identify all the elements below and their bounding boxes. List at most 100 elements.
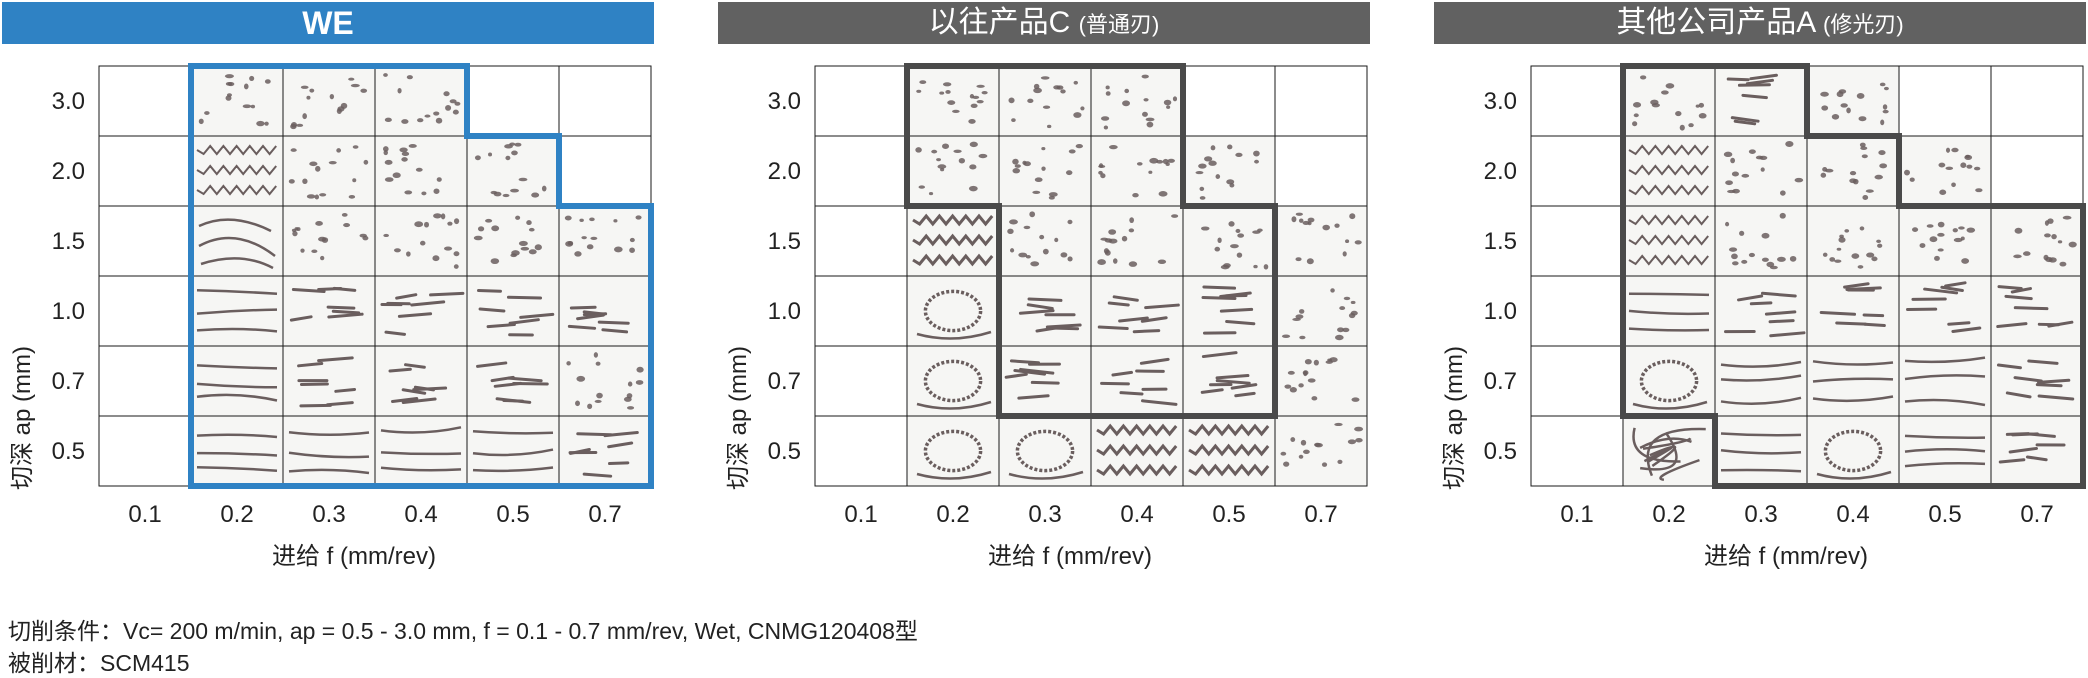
chip-mark <box>1339 306 1345 310</box>
chip-mark <box>1122 236 1127 242</box>
chip-mark <box>594 352 598 358</box>
grid-cell <box>1899 66 1991 136</box>
chip-mark <box>1751 303 1771 304</box>
chip-mark <box>352 178 356 182</box>
chip-mark <box>1142 75 1149 79</box>
chip-mark <box>1954 238 1963 242</box>
chip-mark <box>1866 189 1874 192</box>
chip-mark <box>1930 236 1938 242</box>
chip-mark <box>1839 235 1844 238</box>
chip-mark <box>2059 262 2066 267</box>
chip-mark <box>2015 308 2047 309</box>
chip-mark <box>1875 175 1883 180</box>
chip-mark <box>1098 165 1105 168</box>
chip-mark <box>1821 173 1827 178</box>
chip-mark <box>636 367 643 373</box>
chip-mark <box>485 219 492 223</box>
chip-mark <box>971 104 978 108</box>
chip-mark <box>1837 248 1842 251</box>
chip-mark <box>307 194 316 198</box>
grid-cell <box>559 66 651 136</box>
chip-mark <box>315 195 319 200</box>
chip-mark <box>409 144 417 148</box>
chip-mark <box>1344 297 1350 300</box>
chip-mark <box>399 148 407 153</box>
chip-mark <box>1937 233 1944 237</box>
chip-mark <box>1938 163 1945 168</box>
grid-cell <box>283 276 375 346</box>
grid-cell <box>815 136 907 206</box>
chip-mark <box>1164 100 1171 106</box>
chip-mark <box>2049 257 2057 262</box>
chip-mark <box>970 142 978 147</box>
grid-cell <box>1807 206 1899 276</box>
chip-mark <box>1910 178 1915 182</box>
chip-mark <box>336 148 341 152</box>
chip-mark <box>1229 183 1234 187</box>
chip-mark <box>1860 226 1865 230</box>
chip-mark <box>478 226 484 231</box>
chip-mark <box>445 105 451 111</box>
chip-mark <box>454 251 460 256</box>
chip-mark <box>1699 103 1704 108</box>
y-tick-label: 0.5 <box>768 438 801 465</box>
grid-cell <box>1531 206 1623 276</box>
chip-mark <box>1749 149 1756 154</box>
chip-mark <box>578 434 611 435</box>
chip-mark <box>587 244 594 249</box>
chip-mark <box>1076 144 1083 148</box>
chip-mark <box>1355 438 1362 442</box>
chip-mark <box>1035 177 1043 182</box>
grid-cell <box>1899 206 1991 276</box>
chip-mark <box>1073 112 1081 118</box>
chip-mark <box>1311 396 1317 400</box>
chip-mark <box>1974 167 1980 171</box>
chip-mark <box>349 195 355 199</box>
chip-mark <box>519 178 528 182</box>
x-tick-label: 0.2 <box>220 501 253 528</box>
chip-mark <box>1860 146 1867 150</box>
chip-mark <box>1958 226 1965 229</box>
chip-mark <box>447 222 452 226</box>
chip-mark <box>1043 249 1049 255</box>
chip-mark <box>1945 167 1953 170</box>
x-axis-label: 进给 f (mm/rev) <box>790 536 1350 571</box>
chip-mark <box>1254 160 1259 164</box>
chip-mark <box>972 96 979 99</box>
chip-mark <box>416 168 423 172</box>
chip-mark <box>1785 141 1793 147</box>
x-tick-label: 0.7 <box>588 501 621 528</box>
y-tick-label: 3.0 <box>1484 88 1517 115</box>
chip-mark <box>1946 148 1950 153</box>
chip-mark <box>1299 455 1304 459</box>
chip-mark <box>1728 79 1748 80</box>
chip-mark <box>1129 261 1137 267</box>
grid-cell <box>1531 416 1623 486</box>
chip-mark <box>1846 108 1851 114</box>
chip-mark <box>1109 145 1118 149</box>
y-tick-label: 1.0 <box>1484 298 1517 325</box>
chip-mark <box>315 166 320 172</box>
chip-mark <box>1288 371 1295 375</box>
chip-mark <box>292 231 297 236</box>
chip-mark <box>919 80 926 84</box>
chip-mark <box>1355 240 1362 244</box>
chip-mark <box>1862 154 1868 158</box>
chip-mark <box>1305 359 1312 364</box>
chip-mark <box>362 236 368 240</box>
chip-mark <box>454 264 459 269</box>
chip-mark <box>1739 231 1744 236</box>
grid-cell <box>375 206 467 276</box>
chip-mark <box>1147 122 1154 128</box>
chip-mark <box>306 96 310 100</box>
chip-mark <box>1314 443 1321 447</box>
chip-mark <box>1880 120 1884 126</box>
chip-mark <box>480 309 504 311</box>
chip-mark <box>515 216 520 220</box>
grid-cell <box>191 346 283 416</box>
grid-cell <box>1991 66 2083 136</box>
chip-mark <box>1308 378 1316 382</box>
chip-mark <box>383 234 389 237</box>
chip-mark <box>581 236 586 239</box>
chip-mark <box>385 118 392 122</box>
